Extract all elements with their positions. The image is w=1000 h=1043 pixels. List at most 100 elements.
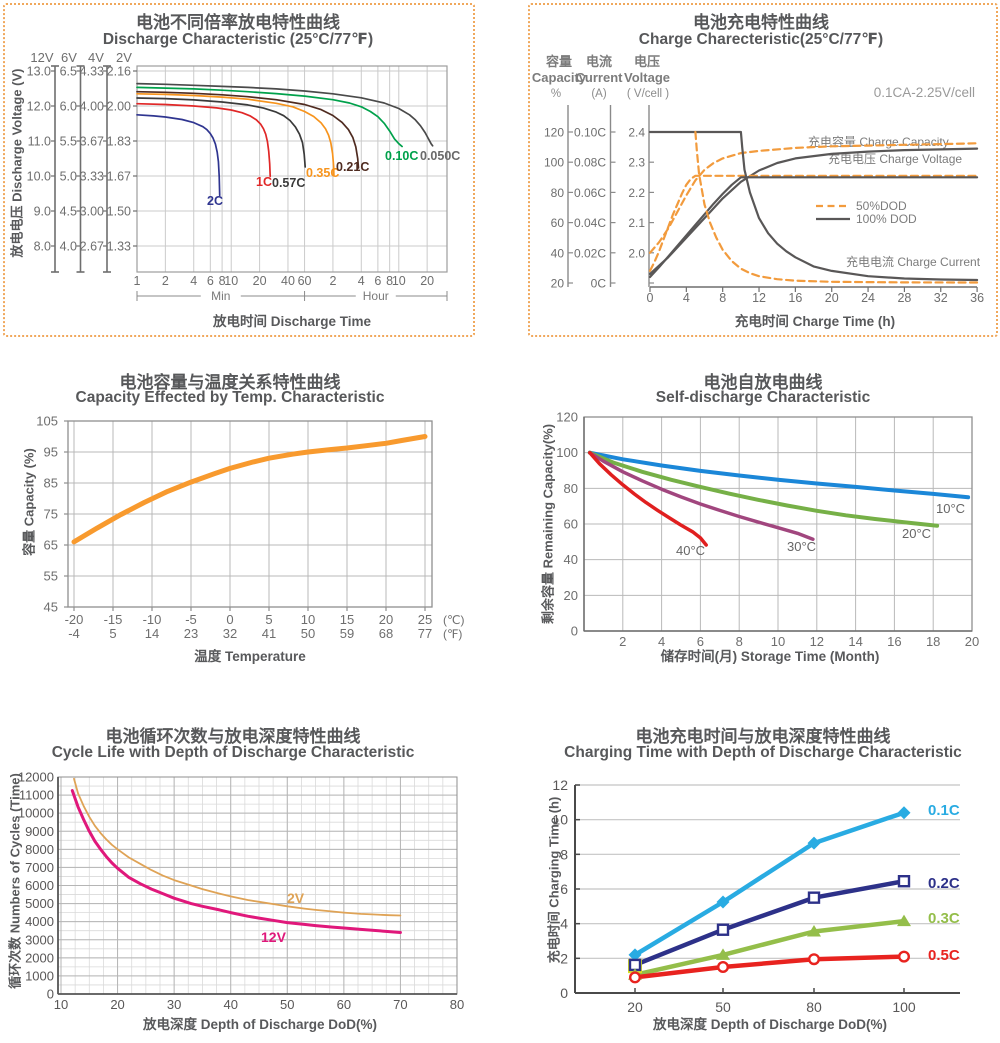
x-tick-label: 2 [619, 634, 626, 649]
voltage-tick: 2.1 [628, 216, 645, 230]
curve-charge-voltage-50dod [648, 174, 979, 272]
voltage-tick-label: 2.67 [80, 240, 104, 254]
marker-circle [808, 953, 821, 966]
voltage-tick: 2.2 [628, 186, 645, 200]
voltage-tick: 2.0 [628, 246, 645, 260]
x-tick-label: 6 [207, 274, 214, 288]
x-tick-label: 20 [965, 634, 979, 649]
x-tick-celsius: -10 [143, 612, 162, 627]
charge-title-en: Charge Charecteristic(25°C/77℉) [638, 31, 884, 48]
x-tick-celsius: -20 [65, 612, 84, 627]
current-tick: 0.08C [574, 156, 606, 170]
x-tick-label: 2 [162, 274, 169, 288]
curve-charge-current-100dod [648, 130, 979, 282]
series-label-0.1C: 0.1C [928, 802, 960, 819]
discharge-title-zh: 电池不同倍率放电特性曲线 [136, 13, 340, 32]
x-tick-label: 16 [788, 291, 802, 305]
unit-fahrenheit: (℉) [443, 627, 462, 641]
y-tick-label: 5000 [25, 896, 54, 911]
temp-title-en: Capacity Effected by Temp. Characteristi… [75, 389, 385, 406]
x-tick-label: 4 [358, 274, 365, 288]
x-tick-label: 18 [926, 634, 940, 649]
curve-label-1C: 1C [256, 175, 272, 189]
x-tick-fahrenheit: 59 [340, 626, 354, 641]
y-tick-label: 4 [560, 916, 568, 932]
cyclelife-y-axis-title: 循环次数 Numbers of Cycles (Time) [7, 773, 23, 989]
curve-charge-capacity-100dod [648, 147, 979, 275]
x-tick-label: 8 [219, 274, 226, 288]
voltage-scale-header: 2V [116, 50, 132, 65]
curve-0.1C [632, 810, 907, 958]
axis-unit: ( V/cell ) [627, 88, 669, 100]
x-tick-fahrenheit: -4 [68, 626, 80, 641]
discharge-chart: 12V 6V 4V 2V 13.0 6.5 4.33 2.16 12.0 6.0 4.00 2.00 1… [27, 50, 460, 303]
legend-label-100dod: 100% DOD [856, 212, 917, 226]
voltage-tick-label: 13.0 [27, 65, 51, 79]
marker-circle [716, 961, 729, 974]
y-tick-label: 95 [44, 445, 58, 460]
cycle-life-chart: 1200011000100009000800070006000500040003… [18, 770, 464, 1012]
unit-celsius: (℃) [443, 613, 464, 627]
curve-label-12V: 12V [261, 929, 287, 945]
y-tick-label: 12000 [18, 770, 54, 785]
voltage-tick-label: 1.83 [107, 135, 131, 149]
y-tick-label: 55 [44, 569, 58, 584]
legend-label-50dod: 50%DOD [856, 199, 907, 213]
x-tick-celsius: 0 [226, 612, 233, 627]
y-tick-label: 80 [564, 481, 578, 496]
charge-x-axis-title: 充电时间 Charge Time (h) [734, 314, 896, 329]
y-tick-label: 100 [556, 445, 578, 460]
curve-label-40°C: 40°C [676, 543, 705, 558]
selfdischarge-y-axis-title: 剩余容量 Remaining Capacity(%) [540, 423, 556, 625]
x-tick-celsius: 10 [301, 612, 315, 627]
voltage-tick: 2.4 [628, 126, 645, 140]
voltage-tick-label: 1.33 [107, 240, 131, 254]
chargingtime-y-axis-title: 充电时间 Charging Time (h) [546, 796, 562, 964]
y-tick-label: 6 [560, 881, 568, 897]
y-tick-label: 2 [560, 950, 568, 966]
axis-header-zh: 电流 [586, 54, 612, 69]
x-tick-label: 16 [887, 634, 901, 649]
discharge-y-axis-title: 放电电压 Discharge Voltage (V) [9, 68, 25, 258]
voltage-tick-label: 3.67 [80, 135, 104, 149]
marker-diamond [897, 806, 911, 820]
curve-label-0.050C: 0.050C [420, 149, 460, 163]
x-tick-label: 100 [892, 999, 916, 1015]
curve-capacity-vs-temp [71, 434, 428, 545]
curve-20C-curve [587, 450, 940, 528]
charge-title-zh: 电池充电特性曲线 [693, 13, 829, 32]
curve-0.57C [136, 97, 307, 168]
x-tick-label: 30 [167, 997, 181, 1012]
x-tick-label: 1 [134, 274, 141, 288]
curve-charge-capacity-50dod [648, 142, 979, 254]
y-tick-label: 9000 [25, 824, 54, 839]
voltage-tick-label: 2.16 [107, 65, 131, 79]
axis-header-zh: 电压 [634, 54, 660, 69]
x-tick-label: 8 [386, 274, 393, 288]
temp-title-zh: 电池容量与温度关系特性曲线 [119, 373, 341, 392]
curve-12V [70, 789, 402, 934]
capacity-tick: 100 [544, 156, 564, 170]
marker-triangle [807, 924, 821, 937]
x-tick-label: 36 [970, 291, 984, 305]
curve-charge-voltage-100dod [648, 176, 979, 279]
x-tick-celsius: -5 [185, 612, 197, 627]
curve-0.35C [136, 92, 335, 177]
temp-x-axis-title: 温度 Temperature [194, 649, 306, 664]
y-tick-label: 120 [556, 410, 578, 425]
curve-2C [136, 113, 221, 197]
x-tick-label: 4 [683, 291, 690, 305]
x-tick-label: 50 [280, 997, 294, 1012]
y-tick-label: 8 [560, 846, 568, 862]
current-tick: 0.06C [574, 186, 606, 200]
y-tick-label: 0 [571, 624, 578, 639]
range-label: Min [211, 289, 230, 303]
voltage-tick: 2.3 [628, 156, 645, 170]
voltage-scale-header: 12V [30, 50, 53, 65]
x-tick-label: 4 [658, 634, 665, 649]
curve-0.050C [136, 82, 434, 147]
curve-label: 充电容量 Charge Capacity [808, 134, 949, 149]
current-tick: 0.10C [574, 126, 606, 140]
